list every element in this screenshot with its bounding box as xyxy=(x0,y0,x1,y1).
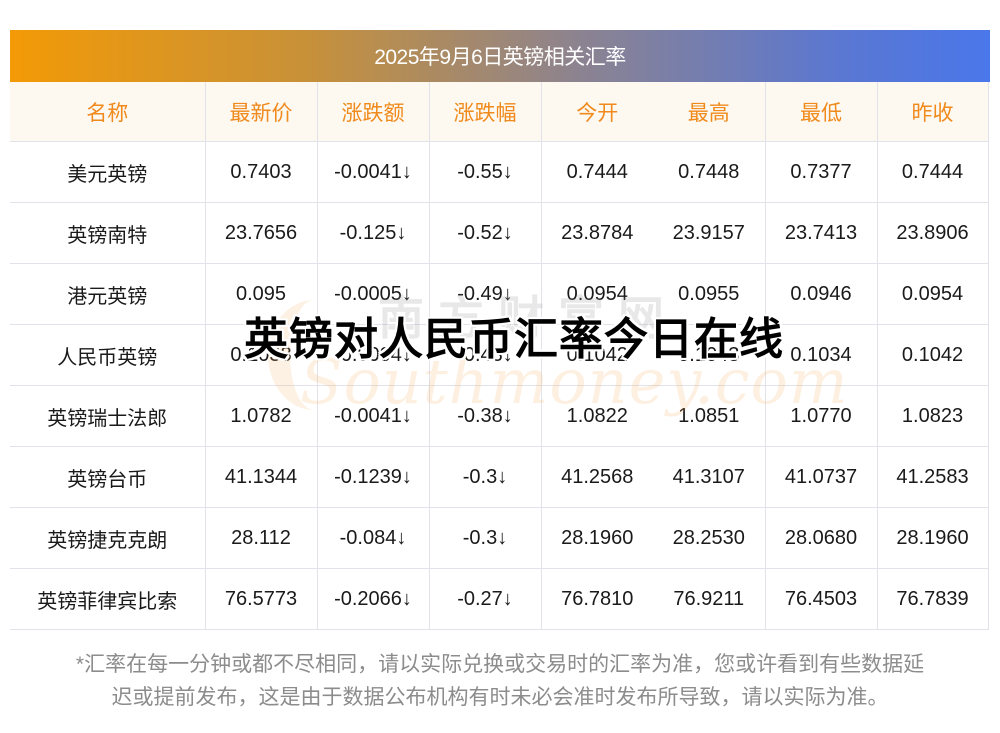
change-amount: -0.084↓ xyxy=(317,507,430,569)
high-price: 76.9211 xyxy=(653,568,766,630)
high-price: 0.0955 xyxy=(653,263,766,325)
currency-name: 英镑捷克克朗 xyxy=(10,507,206,569)
change-amount: -0.1239↓ xyxy=(317,446,430,508)
prev-close-price: 76.7839 xyxy=(877,568,989,630)
table-title-banner: 2025年9月6日英镑相关汇率 xyxy=(10,30,990,82)
high-price: 41.3107 xyxy=(653,446,766,508)
prev-close-price: 41.2583 xyxy=(877,446,989,508)
low-price: 41.0737 xyxy=(765,446,878,508)
currency-name: 英镑菲律宾比索 xyxy=(10,568,206,630)
open-price: 28.1960 xyxy=(541,507,653,569)
latest-price: 28.112 xyxy=(205,507,318,569)
open-price: 41.2568 xyxy=(541,446,653,508)
open-price: 1.0822 xyxy=(541,385,653,447)
latest-price: 23.7656 xyxy=(205,202,318,264)
table-row: 英镑捷克克朗 28.112 -0.084↓ -0.3↓ 28.1960 28.2… xyxy=(10,507,989,569)
open-price: 0.7444 xyxy=(541,141,653,203)
currency-name: 人民币英镑 xyxy=(10,324,206,386)
change-percent: -0.52↓ xyxy=(429,202,542,264)
open-price: 76.7810 xyxy=(541,568,653,630)
table-row: 人民币英镑 0.1038 -0.0004↓ -0.43↓ 0.1042 0.10… xyxy=(10,324,989,386)
table-row: 英镑瑞士法郎 1.0782 -0.0041↓ -0.38↓ 1.0822 1.0… xyxy=(10,385,989,447)
low-price: 0.1034 xyxy=(765,324,878,386)
low-price: 0.7377 xyxy=(765,141,878,203)
column-header-change-pct: 涨跌幅 xyxy=(429,82,542,142)
high-price: 0.7448 xyxy=(653,141,766,203)
currency-name: 港元英镑 xyxy=(10,263,206,325)
change-amount: -0.0041↓ xyxy=(317,385,430,447)
currency-name: 英镑台币 xyxy=(10,446,206,508)
change-percent: -0.43↓ xyxy=(429,324,542,386)
table-row: 英镑南特 23.7656 -0.125↓ -0.52↓ 23.8784 23.9… xyxy=(10,202,989,264)
column-header-change: 涨跌额 xyxy=(317,82,430,142)
table-row: 港元英镑 0.095 -0.0005↓ -0.49↓ 0.0954 0.0955… xyxy=(10,263,989,325)
low-price: 76.4503 xyxy=(765,568,878,630)
change-percent: -0.3↓ xyxy=(429,446,542,508)
latest-price: 1.0782 xyxy=(205,385,318,447)
table-title: 2025年9月6日英镑相关汇率 xyxy=(374,46,626,69)
change-percent: -0.55↓ xyxy=(429,141,542,203)
latest-price: 41.1344 xyxy=(205,446,318,508)
latest-price: 0.1038 xyxy=(205,324,318,386)
change-amount: -0.0041↓ xyxy=(317,141,430,203)
column-header-high: 最高 xyxy=(653,82,766,142)
table-row: 英镑菲律宾比索 76.5773 -0.2066↓ -0.27↓ 76.7810 … xyxy=(10,568,989,630)
low-price: 1.0770 xyxy=(765,385,878,447)
currency-name: 美元英镑 xyxy=(10,141,206,203)
change-percent: -0.3↓ xyxy=(429,507,542,569)
column-header-open: 今开 xyxy=(541,82,653,142)
prev-close-price: 0.7444 xyxy=(877,141,989,203)
high-price: 23.9157 xyxy=(653,202,766,264)
open-price: 23.8784 xyxy=(541,202,653,264)
column-header-low: 最低 xyxy=(765,82,878,142)
footnote-line-1: *汇率在每一分钟或都不尽相同，请以实际兑换或交易时的汇率为准，您或许看到有些数据… xyxy=(75,653,925,676)
overlay-headline: 英镑对人民币汇率今日在线 xyxy=(244,314,784,365)
low-price: 23.7413 xyxy=(765,202,878,264)
prev-close-price: 0.1042 xyxy=(877,324,989,386)
column-header-prev-close: 昨收 xyxy=(877,82,989,142)
currency-name: 英镑南特 xyxy=(10,202,206,264)
exchange-rate-table: 名称 最新价 涨跌额 涨跌幅 今开 最高 最低 昨收 美元英镑 0.7403 -… xyxy=(10,82,989,630)
latest-price: 76.5773 xyxy=(205,568,318,630)
high-price: 1.0851 xyxy=(653,385,766,447)
disclaimer-footnote: *汇率在每一分钟或都不尽相同，请以实际兑换或交易时的汇率为准，您或许看到有些数据… xyxy=(10,648,990,714)
change-amount: -0.2066↓ xyxy=(317,568,430,630)
change-percent: -0.49↓ xyxy=(429,263,542,325)
column-header-latest: 最新价 xyxy=(205,82,318,142)
footnote-line-2: 迟或提前发布，这是由于数据公布机构有时未必会准时发布所导致，请以实际为准。 xyxy=(111,686,889,709)
prev-close-price: 0.0954 xyxy=(877,263,989,325)
high-price: 28.2530 xyxy=(653,507,766,569)
currency-name: 英镑瑞士法郎 xyxy=(10,385,206,447)
change-amount: -0.125↓ xyxy=(317,202,430,264)
prev-close-price: 1.0823 xyxy=(877,385,989,447)
low-price: 28.0680 xyxy=(765,507,878,569)
table-header-row: 名称 最新价 涨跌额 涨跌幅 今开 最高 最低 昨收 xyxy=(10,82,989,142)
table-row: 英镑台币 41.1344 -0.1239↓ -0.3↓ 41.2568 41.3… xyxy=(10,446,989,508)
change-percent: -0.27↓ xyxy=(429,568,542,630)
change-amount: -0.0005↓ xyxy=(317,263,430,325)
change-percent: -0.38↓ xyxy=(429,385,542,447)
open-price: 0.1042 xyxy=(541,324,653,386)
column-header-name: 名称 xyxy=(10,82,206,142)
latest-price: 0.095 xyxy=(205,263,318,325)
open-price: 0.0954 xyxy=(541,263,653,325)
change-amount: -0.0004↓ xyxy=(317,324,430,386)
table-row: 美元英镑 0.7403 -0.0041↓ -0.55↓ 0.7444 0.744… xyxy=(10,141,989,203)
high-price: 0.1043 xyxy=(653,324,766,386)
low-price: 0.0946 xyxy=(765,263,878,325)
prev-close-price: 28.1960 xyxy=(877,507,989,569)
latest-price: 0.7403 xyxy=(205,141,318,203)
prev-close-price: 23.8906 xyxy=(877,202,989,264)
